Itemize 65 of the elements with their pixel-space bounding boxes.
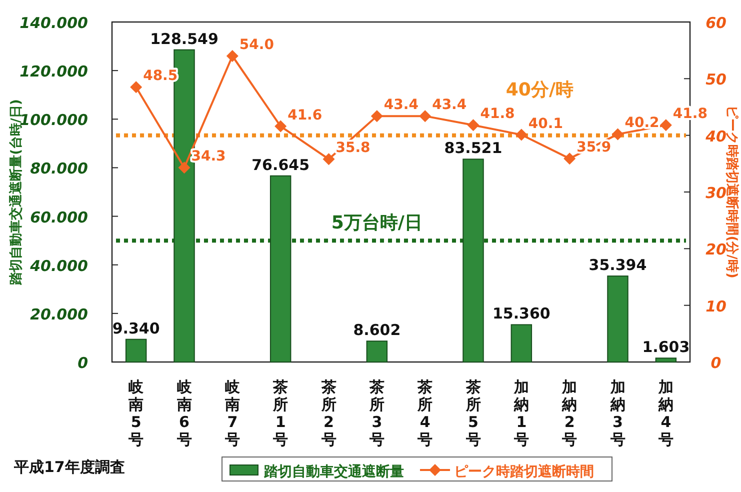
data-label: 76.645 [252,156,310,174]
x-tick-label: 茶所5号 [464,378,481,448]
data-label: 54.0 [239,37,274,53]
x-tick-label: 岐南5号 [128,378,145,448]
legend-label: 踏切自動車交通遮断量 [263,463,404,480]
x-tick-label: 茶所3号 [368,378,384,448]
bar [125,338,147,362]
y2-tick-label: 40 [704,127,726,146]
y-tick-label: 60.000 [30,208,88,226]
x-tick-label: 岐南6号 [176,378,193,448]
y2-tick-label: 30 [706,184,726,202]
bar [270,175,292,362]
y-tick-label: 140.000 [20,14,88,32]
x-tick-label: 加納1号 [512,378,529,448]
bar [607,276,628,362]
x-tick-label: 茶所1号 [272,378,288,448]
bar [510,324,532,362]
data-label: 40.1 [528,116,563,132]
data-label: 41.8 [480,106,515,122]
x-tick-label: 加納3号 [609,378,626,448]
data-label: 15.360 [492,304,550,323]
bar [462,158,484,362]
y-tick-label: 20.000 [30,305,88,324]
data-label: 8.602 [353,321,401,340]
point [564,152,576,165]
y2-tick-label: 20 [706,240,726,259]
ref-line-label: 40分/時 [506,79,574,100]
data-label: 35.394 [588,256,647,274]
y-tick-label: 120.000 [20,62,88,81]
point [419,110,432,122]
point [515,128,528,141]
data-label: 128.549 [150,30,218,48]
x-tick-label: 茶所2号 [320,378,336,448]
y-tick-label: 40.000 [29,256,88,275]
y2-tick-label: 0 [710,354,722,372]
y2-tick-label: 50 [706,70,726,89]
x-tick-label: 加納2号 [561,378,578,448]
ref-line-label: 5万台時/日 [331,212,422,234]
x-tick-label: 茶所4号 [416,378,433,448]
data-label: 43.4 [432,97,467,114]
data-label: 40.2 [624,115,660,132]
y2-tick-label: 60 [706,14,726,32]
point [660,119,672,132]
y-tick-label: 0 [78,354,88,372]
x-tick-label: 加納4号 [657,378,674,448]
data-label: 9.340 [112,319,160,338]
point [178,162,190,174]
point [274,120,287,132]
data-label: 43.4 [384,97,419,114]
point [226,50,238,62]
point [612,128,624,140]
x-tick-label: 岐南7号 [224,378,241,448]
data-label: 1.603 [642,338,690,356]
data-label: 41.6 [288,107,322,124]
y-tick-label: 80.000 [30,160,88,178]
y2-tick-label: 10 [706,297,726,316]
legend-label: ピーク時踏切遮断時間 [454,463,594,480]
point [467,119,480,132]
bar [366,340,388,362]
point [370,110,383,122]
text: 平成17年度調査 [13,458,125,476]
data-label: 83.521 [444,139,502,158]
bar [655,358,677,362]
point [322,153,335,166]
point [130,81,142,94]
